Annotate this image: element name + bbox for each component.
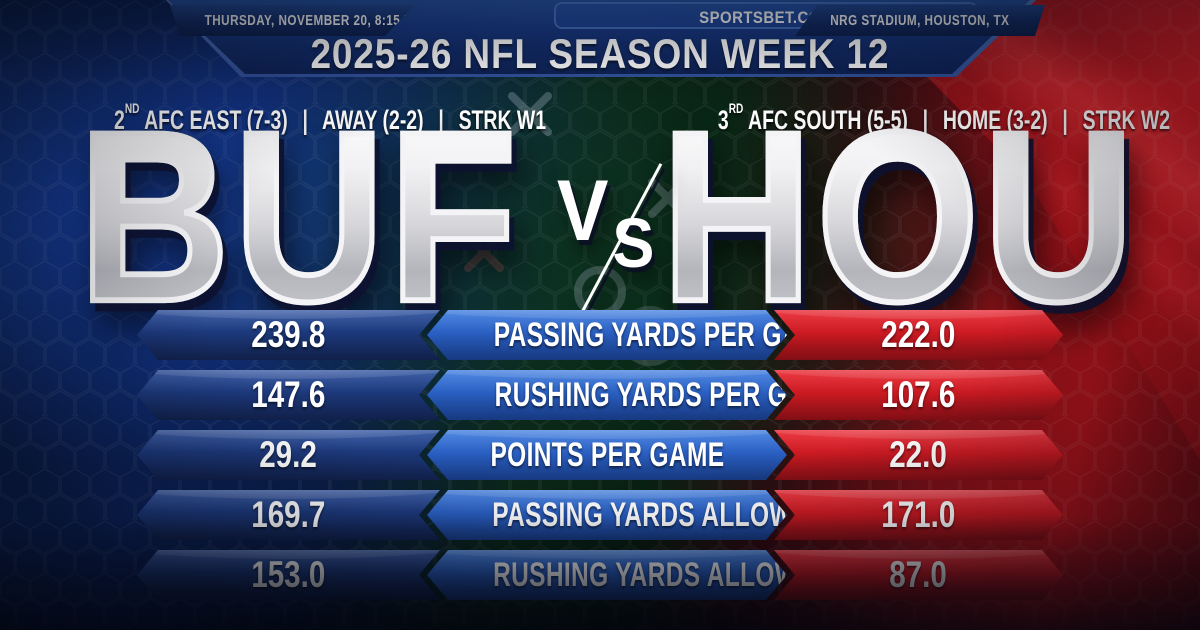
matchup-graphic: SPORTSBET.COM 2025-26 NFL SEASON WEEK 12… xyxy=(0,0,1200,630)
vignette-overlay xyxy=(0,0,1200,630)
